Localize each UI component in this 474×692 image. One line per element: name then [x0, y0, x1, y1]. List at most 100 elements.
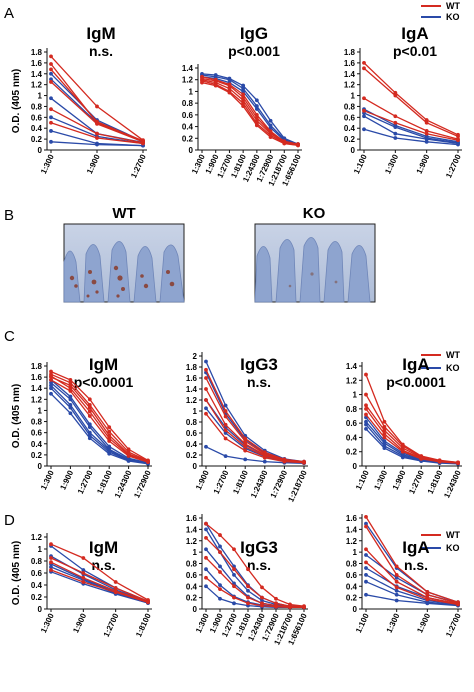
y-tick-label: 1.2 [346, 376, 358, 385]
series-line-ko [201, 74, 299, 145]
x-tick-label: 1:8100 [231, 469, 250, 496]
y-tick-label: 0.2 [346, 448, 358, 457]
chart-stat-label: p<0.0001 [386, 374, 446, 390]
data-point-wt [364, 412, 368, 417]
panel-label-d: D [4, 512, 15, 529]
x-tick-label: 1:24300 [113, 469, 134, 500]
y-tick-label: 0.2 [186, 594, 198, 603]
x-tick-label: 1:300 [372, 469, 389, 492]
x-tick-label: 1:8100 [134, 612, 153, 639]
data-point-wt [204, 367, 208, 372]
data-point-ko [364, 422, 368, 427]
y-tick-label: 0.4 [31, 581, 43, 590]
y-tick-label: 0.6 [186, 429, 198, 438]
series-line-wt [205, 537, 305, 608]
y-tick-label: 0.4 [344, 124, 356, 133]
data-point-ko [364, 426, 368, 431]
y-tick-label: 0.6 [186, 571, 198, 580]
data-point-wt [204, 398, 208, 402]
data-point-wt [49, 67, 53, 72]
data-point-wt [364, 392, 368, 397]
y-axis-label: O.D. (405 nm) [11, 69, 22, 133]
data-point-wt [223, 428, 228, 433]
data-point-ko [364, 592, 368, 597]
data-point-wt [268, 129, 273, 134]
data-point-wt [218, 587, 222, 591]
y-tick-label: 0.8 [182, 99, 194, 108]
data-point-wt [364, 560, 368, 565]
series-line-wt [365, 404, 459, 464]
y-tick-label: 2 [193, 352, 198, 361]
data-point-wt [382, 424, 387, 429]
data-point-ko [126, 459, 131, 463]
data-point-ko [204, 584, 208, 589]
data-point-ko [260, 598, 264, 603]
y-tick-label: 1.2 [182, 76, 194, 85]
data-point-ko [204, 444, 208, 449]
data-point-wt [87, 414, 92, 418]
data-point-wt [394, 585, 399, 590]
data-point-wt [232, 567, 236, 572]
data-point-wt [260, 585, 264, 590]
data-point-wt [49, 62, 53, 66]
data-point-ko [81, 568, 86, 572]
data-point-ko [49, 386, 53, 391]
series-line-wt [50, 375, 149, 463]
data-point-wt [68, 383, 73, 388]
data-point-wt [394, 572, 399, 577]
y-tick-label: 0.2 [346, 594, 358, 603]
ko-histology-image [254, 223, 376, 303]
legend-panel-a: WT KO [421, 1, 460, 22]
data-point-wt [437, 459, 442, 464]
series-line-wt [363, 67, 459, 137]
data-point-ko [425, 601, 430, 606]
data-point-wt [213, 77, 218, 82]
y-tick-label: 0.2 [31, 451, 43, 460]
y-tick-label: 0.8 [31, 557, 43, 566]
data-point-ko [243, 457, 248, 462]
data-point-wt [241, 92, 246, 97]
chart-title: IgA [401, 24, 428, 43]
y-tick-label: 0.4 [31, 440, 43, 449]
panel-b-wt-label: WT [112, 205, 135, 222]
data-point-wt [362, 60, 366, 65]
y-tick-label: 0 [353, 462, 358, 471]
y-tick-label: 0.8 [344, 102, 356, 111]
y-tick-label: 1.4 [186, 525, 198, 534]
data-point-wt [87, 409, 92, 414]
y-tick-label: 1 [193, 548, 198, 557]
data-point-wt [218, 570, 222, 574]
data-point-ko [68, 397, 73, 402]
data-point-wt [241, 104, 246, 108]
data-point-ko [268, 125, 273, 130]
series-line-wt [205, 523, 305, 607]
y-tick-label: 1.8 [31, 362, 43, 371]
y-tick-label: 0.8 [186, 560, 198, 569]
x-tick-label: 1:24300 [249, 469, 270, 500]
y-tick-label: 0 [189, 146, 194, 155]
y-tick-label: 1.6 [31, 373, 43, 382]
series-line-ko [363, 115, 459, 145]
x-tick-label: 1:100 [352, 153, 369, 176]
data-point-wt [382, 428, 387, 433]
x-tick-label: 1:900 [58, 469, 75, 492]
x-tick-label: 1:900 [194, 469, 211, 492]
chart-stat-label: n.s. [247, 557, 271, 573]
data-point-ko [204, 567, 208, 572]
series-line-wt [365, 526, 459, 604]
data-point-ko [254, 98, 259, 103]
series-line-wt [201, 76, 299, 145]
data-point-ko [394, 575, 399, 580]
y-tick-label: 1.8 [186, 363, 198, 372]
data-point-wt [204, 376, 208, 380]
series-line-ko [50, 382, 149, 464]
data-point-wt [232, 584, 236, 589]
data-point-ko [362, 127, 366, 132]
data-point-ko [227, 77, 232, 82]
data-point-wt [107, 429, 112, 434]
data-point-wt [113, 590, 118, 595]
data-point-wt [49, 107, 53, 112]
data-point-wt [204, 536, 208, 540]
